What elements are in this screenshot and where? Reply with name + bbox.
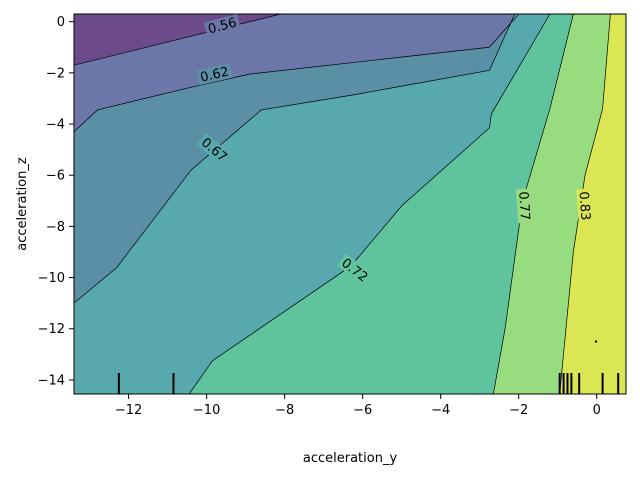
- contour-line-0.56: [73, 13, 281, 66]
- y-axis: 0 −2 −4 −6 −8 −10 −12 −14: [38, 15, 74, 388]
- plot-frame: [73, 13, 627, 395]
- contour-label-0.83: 0.83: [576, 191, 593, 221]
- contour-line-0.67: [73, 13, 516, 304]
- y-tick-label: 0: [57, 15, 65, 30]
- y-tick-label: −10: [38, 271, 65, 286]
- y-tick-label: −6: [46, 169, 65, 184]
- contour-label-background: [196, 132, 233, 167]
- y-tick-label: −14: [38, 373, 65, 388]
- contour-lines: [73, 13, 611, 395]
- x-axis-label: acceleration_y: [303, 451, 398, 466]
- x-tick-label: −12: [115, 403, 142, 418]
- region-above-0.83: [559, 14, 626, 394]
- contour-label-background: [336, 253, 373, 287]
- y-tick-label: −12: [38, 322, 65, 337]
- y-tick-label: −2: [46, 66, 65, 81]
- contour-line-0.72: [188, 13, 551, 395]
- x-tick-label: −10: [193, 403, 220, 418]
- contour-label-background: [576, 188, 594, 224]
- x-axis: −12 −10 −8 −6 −4 −2 0: [115, 394, 601, 418]
- x-tick-label: −2: [509, 403, 528, 418]
- contour-regions: [74, 14, 626, 394]
- marker-dot: [594, 340, 598, 343]
- y-tick-label: −8: [46, 220, 65, 235]
- sample-marker: [594, 340, 598, 343]
- contour-label-background: [203, 13, 241, 38]
- contour-line-0.83: [559, 13, 611, 395]
- rug-ticks: [117, 373, 620, 394]
- x-tick-label: −4: [431, 403, 450, 418]
- x-tick-label: −6: [353, 403, 372, 418]
- contour-label-background: [515, 188, 534, 224]
- x-tick-label: 0: [593, 403, 601, 418]
- contour-label-0.62: 0.62: [199, 65, 231, 86]
- contour-label-group: 0.62: [196, 63, 233, 86]
- y-axis-label: acceleration_z: [15, 157, 30, 251]
- y-tick-label: −4: [46, 118, 65, 133]
- contour-label-group: 0.83: [576, 188, 594, 224]
- contour-label-group: 0.56: [203, 13, 241, 38]
- contour-label-group: 0.77: [515, 188, 534, 224]
- x-tick-label: −8: [275, 403, 294, 418]
- contour-label-0.56: 0.56: [207, 15, 239, 37]
- contour-label-background: [196, 63, 233, 86]
- contour-label-0.77: 0.77: [515, 191, 532, 221]
- contour-line-0.62: [73, 13, 519, 132]
